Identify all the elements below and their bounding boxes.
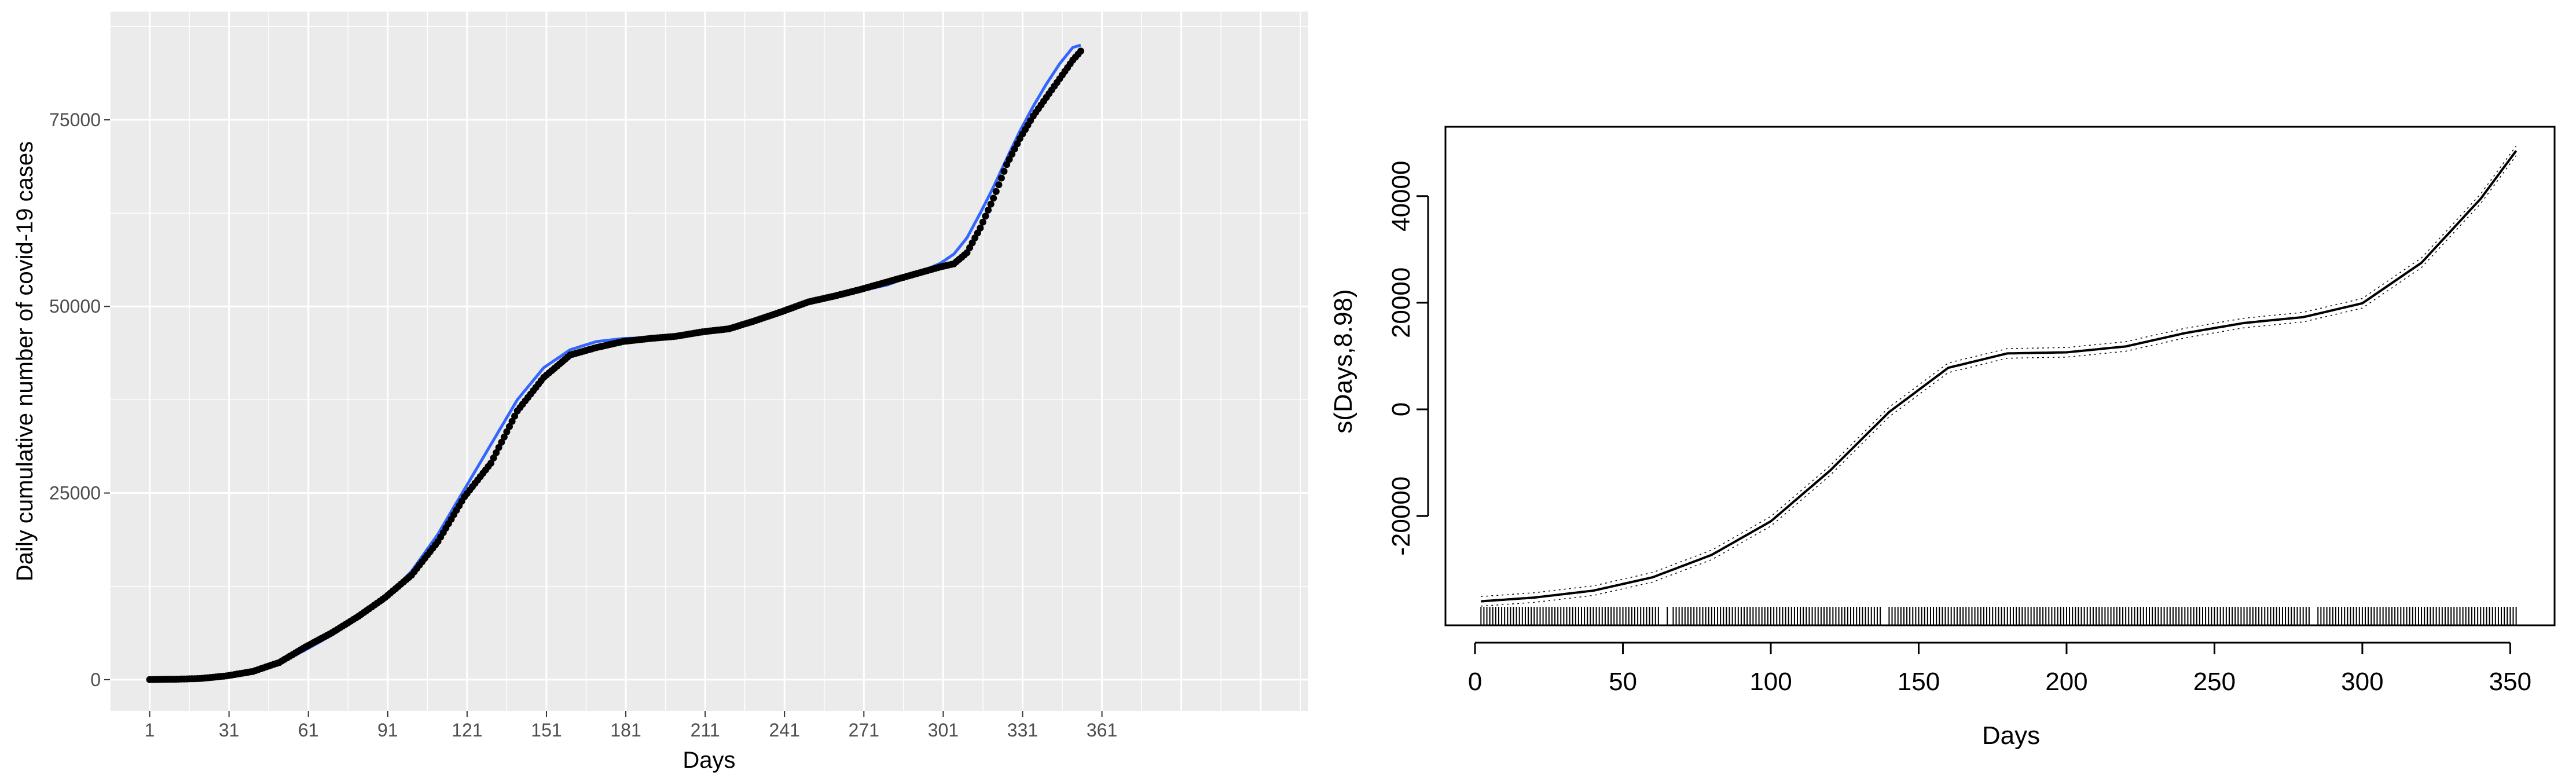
- left-data-point: [495, 444, 502, 451]
- right-confidence-band: [1481, 155, 2517, 607]
- left-x-tick-label: 211: [691, 720, 720, 741]
- left-y-tick-label: 25000: [49, 483, 101, 504]
- left-gridlines: [109, 12, 1308, 774]
- right-x-tick-label: 0: [1468, 668, 1482, 696]
- left-data-point: [490, 455, 497, 461]
- right-y-tick-label: 0: [1387, 402, 1415, 416]
- right-plot-box: [1444, 126, 2556, 626]
- left-x-tick-label: 361: [1087, 720, 1117, 741]
- right-line-layer: [1481, 145, 2518, 607]
- right-axis-ticks: 0 50 100 150 200 250 300 350 -20000 0 20000 40000: [1387, 161, 2531, 696]
- left-y-axis-label: Daily cumulative number of covid-19 case…: [12, 141, 38, 581]
- left-data-point: [500, 433, 508, 441]
- right-x-tick-label: 100: [1749, 668, 1792, 696]
- left-data-point: [1003, 161, 1011, 168]
- left-data-point: [982, 212, 989, 220]
- left-data-point: [995, 181, 1003, 189]
- left-x-tick-label: 61: [298, 720, 319, 741]
- left-data-point: [1011, 145, 1018, 153]
- right-x-tick-label: 350: [2489, 668, 2531, 696]
- right-confidence-band: [1481, 145, 2517, 598]
- left-y-tick-label: 0: [90, 669, 101, 690]
- right-x-tick-label: 250: [2193, 668, 2236, 696]
- left-data-point: [977, 224, 984, 232]
- left-y-tick-label: 50000: [49, 296, 101, 317]
- left-data-point: [498, 438, 505, 446]
- left-x-tick-label: 331: [1007, 720, 1038, 741]
- left-data-point: [511, 412, 519, 420]
- left-data-point: [985, 206, 992, 214]
- right-smooth-curve: [1481, 150, 2518, 603]
- left-x-tick-label: 241: [769, 720, 800, 741]
- right-x-axis-label: Days: [1982, 721, 2040, 750]
- left-data-point: [997, 174, 1005, 182]
- right-x-tick-label: 50: [1609, 668, 1637, 696]
- left-x-tick-label: 1: [145, 720, 155, 741]
- left-data-point: [979, 218, 986, 226]
- left-x-tick-label: 31: [219, 720, 240, 741]
- right-x-tick-label: 300: [2341, 668, 2383, 696]
- left-data-point: [506, 423, 513, 430]
- right-y-tick-label: 20000: [1387, 267, 1415, 338]
- right-x-tick-label: 150: [1898, 668, 1940, 696]
- left-y-tick-label: 75000: [49, 109, 101, 130]
- right-x-tick-label: 200: [2045, 668, 2087, 696]
- left-x-tick-label: 91: [377, 720, 398, 741]
- left-data-point: [1008, 151, 1016, 158]
- left-chart: 1 31 61 91 121 151 181 211 241 271 301 331 361 0 25000…: [12, 12, 1308, 774]
- left-data-point: [1000, 167, 1008, 175]
- right-y-tick-label: 40000: [1387, 161, 1415, 232]
- right-y-axis-label: s(Days,8.98): [1329, 289, 1357, 433]
- left-x-tick-label: 181: [610, 720, 641, 741]
- left-data-point: [1014, 140, 1021, 148]
- left-x-tick-label: 271: [849, 720, 879, 741]
- left-x-tick-label: 121: [452, 720, 482, 741]
- left-data-point: [990, 195, 997, 202]
- right-y-tick-label: -20000: [1387, 477, 1415, 556]
- left-data-point: [487, 460, 494, 467]
- left-data-point: [508, 417, 516, 425]
- left-data-point: [1077, 47, 1084, 55]
- left-x-tick-label: 151: [531, 720, 562, 741]
- left-plot-panel: [110, 12, 1308, 711]
- left-data-point: [987, 200, 995, 208]
- left-x-axis-label: Days: [682, 747, 735, 773]
- left-data-point: [503, 428, 511, 435]
- left-data-point: [1006, 156, 1013, 163]
- right-chart: 0 50 100 150 200 250 300 350 -20000 0 20000 40000 D…: [1329, 126, 2556, 750]
- left-x-tick-label: 301: [928, 720, 959, 741]
- left-points-layer: [146, 47, 1084, 683]
- left-data-point: [992, 188, 1000, 195]
- left-axis-ticks: 1 31 61 91 121 151 181 211 241 271 301 331 361 0 25000…: [49, 109, 1117, 741]
- left-data-point: [493, 449, 500, 456]
- right-rug: [1480, 607, 2517, 625]
